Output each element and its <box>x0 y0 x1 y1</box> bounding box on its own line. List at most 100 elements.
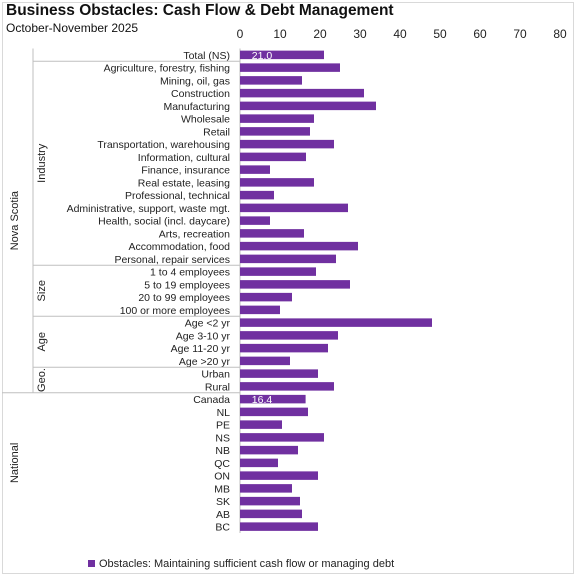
category-label: Professional, technical <box>125 190 230 202</box>
x-tick-label: 50 <box>433 27 447 41</box>
category-label: Retail <box>203 126 230 138</box>
category-label: 100 or more employees <box>120 305 230 317</box>
category-label: Mining, oil, gas <box>160 75 230 87</box>
bar <box>240 88 364 98</box>
bar <box>240 267 316 276</box>
group-label-age: Age <box>36 332 48 352</box>
category-label: Age 11-20 yr <box>171 343 231 355</box>
bar <box>240 241 358 251</box>
bar <box>240 318 432 327</box>
group-label-geo: Geo. <box>36 368 48 392</box>
bar <box>240 420 282 429</box>
category-label: NL <box>217 407 231 419</box>
bar <box>240 127 310 136</box>
category-label: QC <box>214 458 230 470</box>
bar <box>240 280 350 289</box>
bar <box>240 139 334 149</box>
bar <box>240 369 318 378</box>
chart-subtitle: October-November 2025 <box>6 21 139 35</box>
category-label: Total (NS) <box>183 50 230 62</box>
bar <box>240 216 270 225</box>
bar <box>240 407 308 417</box>
bar <box>240 190 274 200</box>
bar <box>240 114 314 123</box>
bar <box>240 471 318 480</box>
category-label: NS <box>215 432 230 444</box>
group-label-industry: Industry <box>36 143 48 183</box>
x-tick-label: 70 <box>513 27 527 41</box>
bar <box>240 394 306 404</box>
legend-label: Obstacles: Maintaining sufficient cash f… <box>99 558 394 570</box>
bar <box>240 305 280 315</box>
category-label: Transportation, warehousing <box>97 139 230 151</box>
category-label: Personal, repair services <box>114 254 230 266</box>
category-label: Construction <box>171 88 230 100</box>
data-label: 21.0 <box>252 50 273 62</box>
category-label: Wholesale <box>181 114 230 126</box>
bar <box>240 484 292 493</box>
group-label-national: National <box>9 443 21 483</box>
bar <box>240 203 348 213</box>
bar <box>240 458 278 468</box>
bar <box>240 445 298 455</box>
category-label: Information, cultural <box>138 152 230 164</box>
category-label: Agriculture, forestry, fishing <box>104 63 231 75</box>
x-tick-label: 80 <box>553 27 567 41</box>
category-label: Finance, insurance <box>141 165 230 177</box>
category-label: Manufacturing <box>163 101 230 113</box>
bar <box>240 496 300 506</box>
bar <box>240 343 328 353</box>
category-label: BC <box>215 522 230 534</box>
bar <box>240 76 302 85</box>
category-label: SK <box>216 496 230 508</box>
bar <box>240 63 340 72</box>
bar <box>240 356 290 366</box>
bar <box>240 331 338 340</box>
bar <box>240 509 302 519</box>
x-tick-label: 60 <box>473 27 487 41</box>
x-tick-label: 0 <box>237 27 244 41</box>
category-label: Canada <box>193 394 230 406</box>
data-label: 16.4 <box>252 394 273 406</box>
category-label: AB <box>216 509 230 521</box>
bar <box>240 254 336 264</box>
category-label: Accommodation, food <box>128 241 230 253</box>
group-label-size: Size <box>36 280 48 301</box>
bar <box>240 152 306 162</box>
bar <box>240 522 318 531</box>
category-label: ON <box>214 471 230 483</box>
x-tick-label: 30 <box>353 27 367 41</box>
bar <box>240 433 324 442</box>
category-label: 1 to 4 employees <box>150 267 230 279</box>
category-label: Health, social (incl. daycare) <box>98 216 230 228</box>
category-label: 20 to 99 employees <box>138 292 230 304</box>
category-label: Real estate, leasing <box>138 177 230 189</box>
category-label: Age 3-10 yr <box>176 330 231 342</box>
bar <box>240 165 270 174</box>
bar <box>240 229 304 238</box>
category-label: Administrative, support, waste mgt. <box>67 203 230 215</box>
category-label: PE <box>216 420 230 432</box>
bar <box>240 50 324 60</box>
category-label: MB <box>214 483 230 495</box>
bar <box>240 101 376 111</box>
category-label: Arts, recreation <box>159 228 230 240</box>
category-label: Age >20 yr <box>179 356 231 368</box>
x-tick-label: 40 <box>393 27 407 41</box>
legend-swatch <box>88 560 95 567</box>
bar <box>240 292 292 302</box>
x-tick-label: 20 <box>313 27 327 41</box>
bar <box>240 382 334 391</box>
category-label: Rural <box>205 381 230 393</box>
category-label: Urban <box>201 369 230 381</box>
group-label-nova-scotia: Nova Scotia <box>9 190 21 250</box>
chart-title: Business Obstacles: Cash Flow & Debt Man… <box>6 2 394 19</box>
x-tick-label: 10 <box>273 27 287 41</box>
bar <box>240 178 314 187</box>
category-label: NB <box>215 445 230 457</box>
category-label: 5 to 19 employees <box>144 279 230 291</box>
category-label: Age <2 yr <box>185 318 231 330</box>
